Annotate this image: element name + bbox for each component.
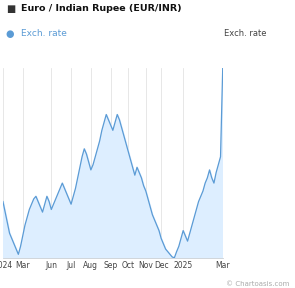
- Text: ■: ■: [6, 4, 15, 14]
- Text: Exch. rate: Exch. rate: [21, 29, 67, 38]
- Text: Euro / Indian Rupee (EUR/INR): Euro / Indian Rupee (EUR/INR): [21, 4, 181, 13]
- Text: Exch. rate: Exch. rate: [224, 29, 267, 38]
- Text: ●: ●: [6, 29, 14, 39]
- Text: © Chartoasis.com: © Chartoasis.com: [226, 281, 289, 287]
